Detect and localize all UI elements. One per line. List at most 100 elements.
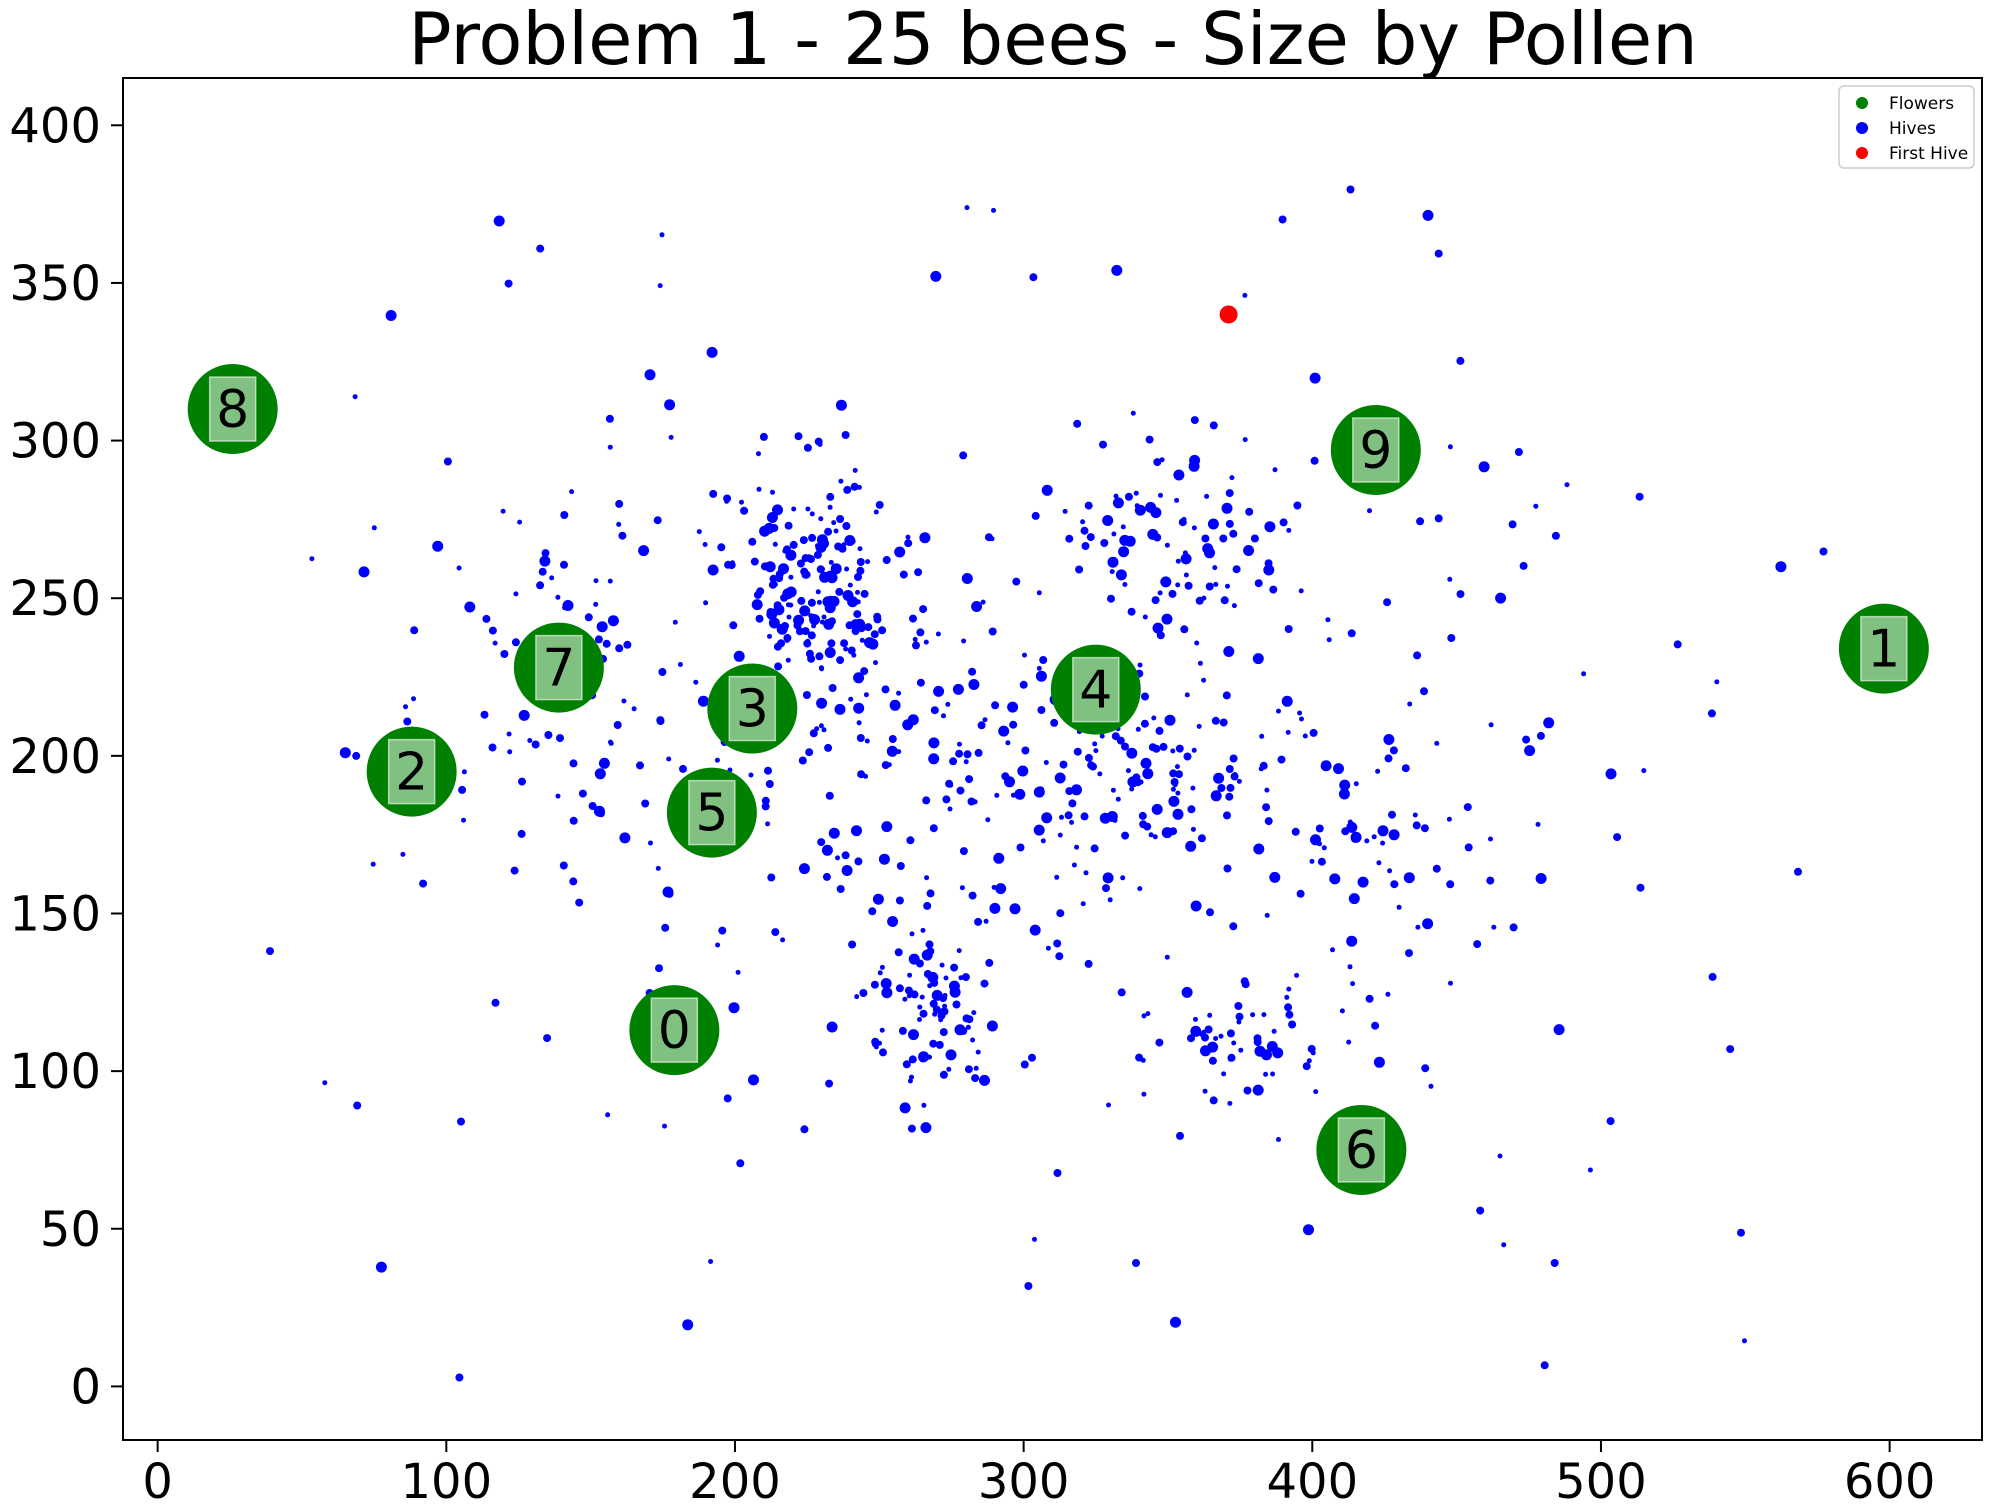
hive-point-987 bbox=[735, 969, 741, 975]
hive-point-292 bbox=[1142, 614, 1148, 620]
hive-point-460 bbox=[1190, 1025, 1202, 1037]
hive-point-961 bbox=[1415, 924, 1421, 930]
hive-point-227 bbox=[902, 996, 908, 1002]
x-tick-label-600: 600 bbox=[1844, 1454, 1936, 1503]
hive-point-347 bbox=[1151, 715, 1157, 721]
hive-point-332 bbox=[1225, 519, 1234, 528]
hive-point-818 bbox=[1242, 292, 1248, 298]
flower-label-box-6 bbox=[1337, 1117, 1386, 1183]
hive-point-562 bbox=[1036, 665, 1042, 671]
hive-point-601 bbox=[868, 907, 877, 916]
hive-point-1040 bbox=[1447, 576, 1453, 582]
hive-point-486 bbox=[1231, 1040, 1237, 1046]
hive-point-839 bbox=[873, 660, 878, 666]
hive-point-192 bbox=[907, 972, 913, 978]
hive-point-77 bbox=[818, 516, 824, 522]
hive-point-479 bbox=[1221, 1071, 1227, 1077]
hive-point-525 bbox=[928, 737, 940, 749]
hive-point-82 bbox=[878, 626, 887, 635]
hive-point-650 bbox=[607, 615, 619, 627]
hive-point-372 bbox=[1126, 747, 1138, 759]
hive-point-1042 bbox=[1447, 444, 1453, 450]
hive-point-365 bbox=[1281, 695, 1293, 707]
hive-point-1007 bbox=[1227, 1053, 1236, 1062]
hive-point-143 bbox=[873, 612, 882, 621]
hive-point-528 bbox=[881, 821, 893, 833]
hive-point-729 bbox=[1326, 637, 1332, 643]
hive-point-1012 bbox=[1001, 772, 1010, 781]
hive-point-1027 bbox=[848, 940, 857, 949]
hive-point-553 bbox=[922, 796, 931, 805]
hive-point-921 bbox=[403, 717, 412, 726]
hive-point-888 bbox=[771, 928, 780, 937]
hive-point-47 bbox=[863, 692, 869, 698]
hive-point-84 bbox=[696, 529, 702, 535]
hive-point-476 bbox=[1253, 1038, 1262, 1047]
hive-point-283 bbox=[1112, 497, 1124, 509]
hive-point-998 bbox=[569, 816, 578, 825]
hive-point-716 bbox=[1412, 821, 1421, 830]
hive-point-980 bbox=[1045, 945, 1051, 951]
hive-point-282 bbox=[1250, 534, 1259, 543]
hive-point-563 bbox=[1050, 718, 1059, 727]
hive-point-379 bbox=[1194, 640, 1200, 646]
hive-point-216 bbox=[899, 1102, 911, 1114]
hive-point-681 bbox=[539, 555, 551, 567]
hive-point-514 bbox=[974, 917, 983, 926]
hive-point-558 bbox=[974, 748, 983, 757]
hive-point-511 bbox=[872, 893, 884, 905]
hive-point-800 bbox=[930, 270, 942, 282]
y-tick-label-0: 0 bbox=[70, 1359, 101, 1415]
hive-point-659 bbox=[555, 793, 561, 799]
hive-point-238 bbox=[980, 979, 989, 988]
hive-point-178 bbox=[975, 1049, 981, 1055]
hive-point-16 bbox=[833, 528, 839, 534]
hive-point-945 bbox=[668, 434, 674, 440]
hive-point-622 bbox=[924, 875, 930, 881]
hive-point-260 bbox=[1168, 589, 1177, 598]
hive-point-506 bbox=[909, 614, 917, 623]
hive-point-488 bbox=[1270, 1071, 1276, 1077]
hive-point-466 bbox=[1207, 1041, 1219, 1053]
hive-point-634 bbox=[998, 725, 1010, 737]
hive-point-441 bbox=[1120, 875, 1126, 881]
hive-point-726 bbox=[1488, 722, 1494, 728]
hive-point-792 bbox=[510, 866, 519, 875]
hive-point-322 bbox=[1229, 529, 1238, 538]
hive-point-96 bbox=[805, 649, 814, 658]
hive-point-657 bbox=[578, 789, 587, 798]
hive-point-706 bbox=[488, 626, 497, 635]
hive-point-2 bbox=[843, 646, 849, 652]
hive-point-295 bbox=[1151, 596, 1160, 605]
y-tick-label-200: 200 bbox=[9, 729, 101, 785]
hive-point-453 bbox=[1271, 1028, 1277, 1034]
hive-point-0 bbox=[770, 489, 775, 495]
hive-point-796 bbox=[1375, 768, 1381, 774]
hive-point-858 bbox=[1587, 1167, 1593, 1173]
hive-point-1029 bbox=[889, 699, 901, 711]
hive-point-182 bbox=[902, 1060, 911, 1069]
hive-point-953 bbox=[1152, 622, 1164, 634]
hive-point-731 bbox=[1464, 843, 1473, 852]
hive-point-334 bbox=[1367, 508, 1372, 514]
hive-point-284 bbox=[1109, 569, 1115, 575]
hive-point-163 bbox=[818, 537, 829, 549]
hive-point-10 bbox=[850, 482, 859, 491]
hive-point-687 bbox=[616, 521, 622, 527]
hive-point-326 bbox=[1130, 410, 1136, 416]
hive-point-603 bbox=[1055, 952, 1064, 961]
hive-point-242 bbox=[930, 978, 939, 987]
hive-point-669 bbox=[492, 640, 498, 646]
hive-point-707 bbox=[555, 594, 561, 600]
hive-point-212 bbox=[826, 1021, 838, 1033]
hive-point-734 bbox=[1338, 788, 1350, 800]
hive-point-69 bbox=[808, 533, 817, 542]
hive-point-352 bbox=[1090, 844, 1099, 853]
hive-point-237 bbox=[973, 1065, 979, 1071]
flower-label-9: 9 bbox=[1359, 421, 1392, 481]
hive-point-746 bbox=[1262, 803, 1271, 812]
hive-point-741 bbox=[1405, 949, 1413, 958]
hive-point-887 bbox=[1210, 790, 1222, 802]
hive-point-576 bbox=[1022, 652, 1027, 658]
